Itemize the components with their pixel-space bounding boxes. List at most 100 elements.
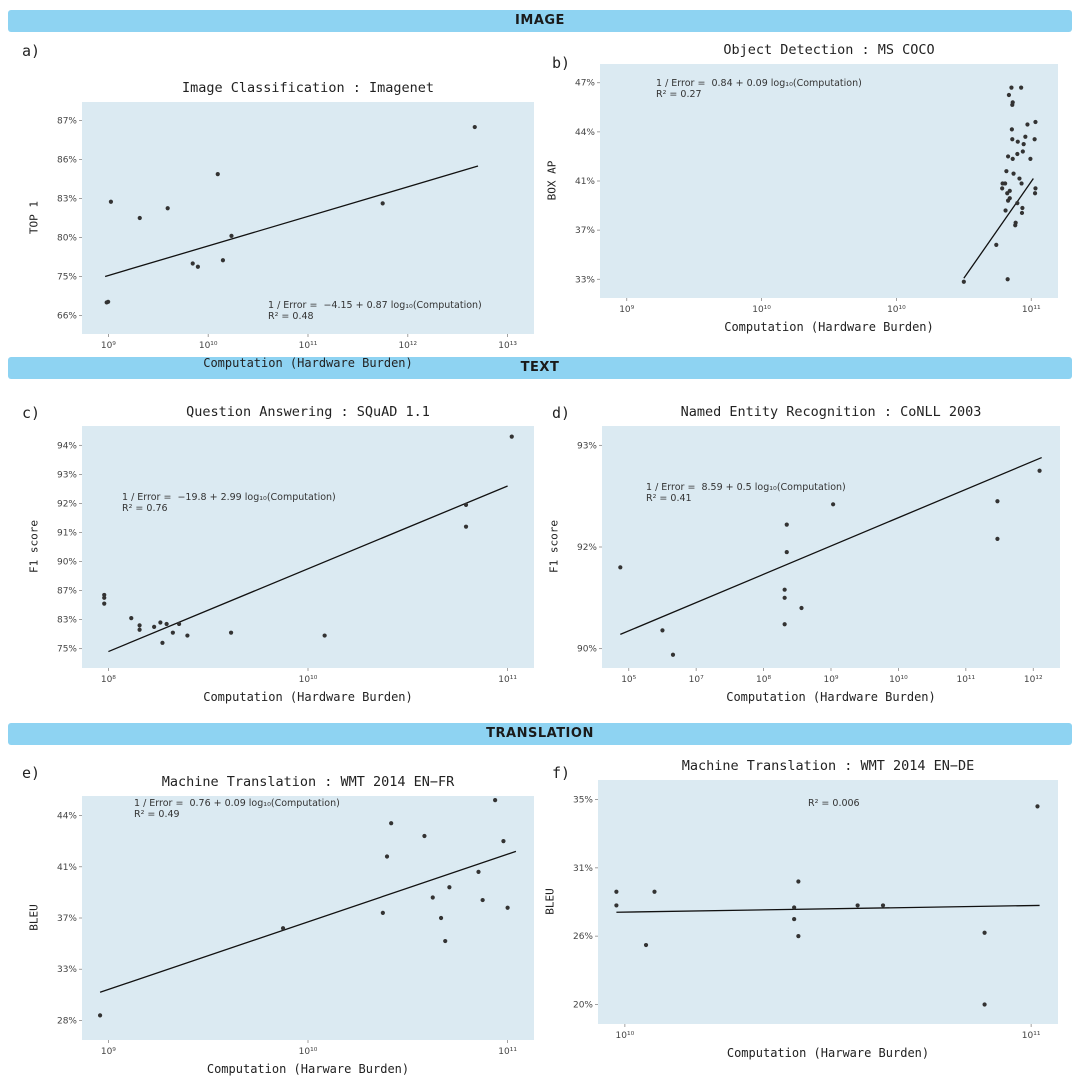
- y-tick-label: 90%: [577, 645, 597, 655]
- chart-svg: 66% 75% 80% 83% 86% 87% 10⁹ 10¹⁰ 10¹¹ 10¹² 10¹³: [57, 102, 534, 351]
- chart-title: Named Entity Recognition : CoNLL 2003: [680, 404, 982, 420]
- data-point: [430, 895, 435, 900]
- y-tick-label: 75%: [57, 272, 77, 282]
- data-point: [880, 903, 886, 908]
- plot-area: [598, 780, 1058, 1024]
- data-point: [831, 502, 836, 507]
- data-point: [614, 889, 619, 894]
- data-point: [137, 627, 142, 632]
- x-axis-label: Computation (Hardware Burden): [203, 690, 413, 704]
- data-point: [614, 903, 619, 908]
- data-point: [165, 206, 170, 211]
- chart-panel-d: d) Named Entity Recognition : CoNLL 2003 9…: [540, 400, 1080, 730]
- data-point: [463, 502, 469, 507]
- data-point: [1020, 149, 1025, 154]
- x-tick-label: 10¹⁰: [616, 1031, 635, 1041]
- data-point: [1009, 127, 1014, 132]
- data-point: [108, 199, 114, 204]
- data-point: [670, 652, 676, 657]
- y-tick-label: 93%: [577, 441, 597, 451]
- chart-svg: 20% 26% 31% 35% 10¹⁰ 10¹¹: [573, 780, 1058, 1041]
- data-point: [380, 910, 385, 915]
- data-point: [380, 201, 385, 206]
- x-tick-label: 10⁵: [621, 675, 636, 685]
- y-tick-label: 92%: [57, 499, 77, 509]
- panel-letter: e): [22, 764, 41, 782]
- y-tick-label: 37%: [575, 226, 595, 236]
- chart-svg: 75% 83% 87% 90% 91% 92% 93% 94% 10⁸ 10¹⁰ 10¹¹: [57, 426, 534, 685]
- data-point: [1007, 188, 1012, 193]
- data-point: [792, 905, 797, 910]
- fit-annotation-line: R² = 0.76: [122, 503, 168, 514]
- data-point: [1004, 169, 1009, 174]
- plot-area: [82, 426, 534, 668]
- y-tick-label: 66%: [57, 311, 77, 321]
- data-point: [215, 172, 220, 177]
- y-axis-label: BOX AP: [545, 160, 559, 201]
- data-point: [1023, 134, 1028, 139]
- fit-annotation-line: R² = 0.006: [808, 798, 860, 809]
- fit-annotation-line: 1 / Error = −19.8 + 2.99 log₁₀(Computati…: [122, 492, 336, 503]
- y-tick-label: 44%: [57, 812, 77, 822]
- y-tick-label: 41%: [57, 863, 77, 873]
- panel-letter: b): [552, 54, 571, 72]
- chart-panel-e: e) Machine Translation : WMT 2014 EN−FR 28…: [0, 760, 540, 1090]
- fit-annotation: 1 / Error = 0.76 + 0.09 log₁₀(Computatio…: [134, 798, 340, 820]
- y-tick-label: 86%: [57, 156, 77, 166]
- data-point: [1025, 122, 1030, 127]
- x-tick-label: 10¹⁰: [889, 675, 908, 685]
- data-point: [1015, 201, 1020, 206]
- x-tick-label: 10⁹: [823, 675, 838, 685]
- data-point: [438, 915, 444, 921]
- x-tick-label: 10¹¹: [1022, 1031, 1041, 1041]
- x-tick-label: 10⁸: [101, 675, 116, 685]
- data-point: [1021, 142, 1026, 147]
- data-point: [643, 942, 649, 948]
- data-point: [280, 926, 286, 931]
- data-point: [220, 258, 226, 263]
- data-point: [784, 522, 789, 527]
- y-axis-label: F1 score: [27, 520, 41, 573]
- x-tick-label: 10⁹: [619, 305, 634, 315]
- y-tick-label: 44%: [575, 128, 595, 138]
- data-point: [994, 242, 999, 247]
- regression-line: [963, 178, 1034, 279]
- x-tick-label: 10⁹: [101, 1047, 116, 1057]
- regression-line: [99, 850, 517, 993]
- chart-title: Object Detection : MS COCO: [723, 42, 935, 58]
- plot-area: [600, 64, 1058, 298]
- x-tick-label: 10⁷: [689, 675, 704, 685]
- panel-letter: a): [22, 42, 41, 60]
- fit-annotation-line: R² = 0.49: [134, 809, 180, 820]
- data-point: [137, 623, 142, 628]
- data-point: [476, 869, 481, 874]
- data-point: [1032, 191, 1038, 196]
- data-point: [501, 839, 506, 844]
- x-tick-label: 10¹¹: [1022, 305, 1041, 315]
- x-axis-label: Computation (Harware Burden): [726, 1046, 930, 1060]
- data-point: [982, 1002, 987, 1007]
- x-tick-label: 10¹¹: [498, 1047, 517, 1057]
- panel-letter: f): [552, 764, 571, 782]
- data-point: [1003, 208, 1008, 213]
- fit-annotation: 1 / Error = 0.84 + 0.09 log₁₀(Computatio…: [656, 78, 862, 100]
- data-point: [1017, 176, 1022, 181]
- fit-annotation-line: 1 / Error = −4.15 + 0.87 log₁₀(Computati…: [268, 300, 482, 311]
- data-point: [1015, 139, 1020, 144]
- data-point: [660, 628, 665, 633]
- data-point: [384, 854, 390, 859]
- x-axis-label: Computation (Hardware Burden): [726, 690, 936, 704]
- fit-annotation-line: 1 / Error = 0.84 + 0.09 log₁₀(Computatio…: [656, 78, 862, 89]
- data-point: [782, 622, 787, 627]
- chart-svg: 33% 37% 41% 44% 47% 10⁹ 10¹⁰ 10¹⁰ 10¹¹: [575, 64, 1058, 315]
- chart-svg: 90% 92% 93% 10⁵ 10⁷ 10⁸ 10⁹ 10¹⁰ 10¹¹ 10¹²: [577, 426, 1060, 685]
- chart-title: Machine Translation : WMT 2014 EN−DE: [681, 758, 975, 774]
- data-point: [1000, 186, 1005, 191]
- fit-annotation-line: R² = 0.27: [656, 89, 702, 100]
- data-point: [1005, 154, 1011, 159]
- x-tick-label: 10⁹: [101, 341, 116, 351]
- chart-panel-b: b) Object Detection : MS COCO 33% 37% 41% 44%…: [540, 42, 1080, 380]
- data-point: [472, 124, 477, 130]
- y-tick-label: 87%: [57, 587, 77, 597]
- y-axis-label: BLEU: [27, 904, 41, 931]
